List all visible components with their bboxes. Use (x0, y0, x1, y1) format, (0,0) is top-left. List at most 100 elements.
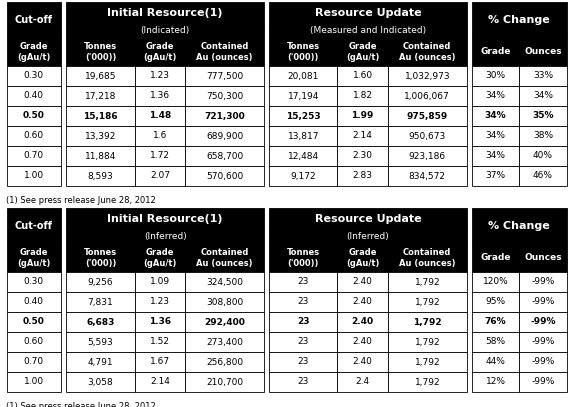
Text: Tonnes
('000)): Tonnes ('000)) (286, 42, 320, 62)
Bar (185, 146, 264, 166)
Text: % Change: % Change (488, 15, 550, 25)
Bar (388, 38, 466, 66)
Text: 658,700: 658,700 (206, 151, 243, 160)
Text: 1.09: 1.09 (150, 278, 170, 287)
Text: 46%: 46% (533, 171, 553, 180)
Text: -99%: -99% (531, 337, 555, 346)
Bar (337, 332, 388, 352)
Text: Tonnes
('000)): Tonnes ('000)) (286, 248, 320, 268)
Bar (519, 292, 567, 312)
Text: Tonnes
('000)): Tonnes ('000)) (84, 42, 117, 62)
Bar (269, 292, 337, 312)
Bar (135, 272, 185, 292)
Bar (519, 146, 567, 166)
Text: Initial Resource(1): Initial Resource(1) (107, 214, 223, 224)
Bar (185, 292, 264, 312)
Text: 0.40: 0.40 (24, 92, 44, 101)
Bar (519, 244, 567, 272)
Text: 1,792: 1,792 (414, 298, 440, 306)
Text: 0.60: 0.60 (23, 337, 44, 346)
Bar (472, 272, 519, 292)
Bar (519, 126, 567, 146)
Text: 256,800: 256,800 (206, 357, 243, 366)
Bar (185, 272, 264, 292)
Bar (66, 352, 135, 372)
Text: Initial Resource(1): Initial Resource(1) (107, 8, 223, 18)
Bar (135, 332, 185, 352)
Bar (519, 372, 567, 392)
Bar (388, 66, 466, 86)
Bar (185, 106, 264, 126)
Text: 4,791: 4,791 (88, 357, 113, 366)
Text: Cut-off: Cut-off (15, 15, 53, 25)
Bar (66, 332, 135, 352)
Text: 2.14: 2.14 (150, 378, 170, 387)
Text: 34%: 34% (485, 131, 505, 140)
Bar (388, 312, 466, 332)
Bar (337, 38, 388, 66)
Bar (135, 106, 185, 126)
Text: Grade
(gAu/t): Grade (gAu/t) (346, 42, 379, 62)
Bar (388, 126, 466, 146)
Bar (185, 38, 264, 66)
Bar (269, 126, 337, 146)
Text: 2.14: 2.14 (353, 131, 372, 140)
Bar (388, 86, 466, 106)
Bar (6, 86, 61, 106)
Text: 76%: 76% (485, 317, 507, 326)
Text: 292,400: 292,400 (204, 317, 245, 326)
Bar (337, 106, 388, 126)
Bar (519, 66, 567, 86)
Text: Grade
(gAu/t): Grade (gAu/t) (143, 248, 176, 268)
Bar (519, 352, 567, 372)
Text: -99%: -99% (531, 278, 555, 287)
Text: 5,593: 5,593 (88, 337, 113, 346)
Bar (269, 66, 337, 86)
Text: 17,194: 17,194 (288, 92, 319, 101)
Text: 15,253: 15,253 (286, 112, 321, 120)
Bar (269, 38, 337, 66)
Bar (472, 352, 519, 372)
Bar (269, 230, 466, 244)
Text: 1,792: 1,792 (414, 357, 440, 366)
Text: Grade: Grade (480, 254, 511, 263)
Bar (337, 272, 388, 292)
Bar (337, 86, 388, 106)
Text: 0.30: 0.30 (23, 72, 44, 81)
Text: 12,484: 12,484 (288, 151, 319, 160)
Bar (135, 126, 185, 146)
Bar (519, 332, 567, 352)
Bar (388, 146, 466, 166)
Bar (66, 230, 264, 244)
Bar (6, 372, 61, 392)
Text: 120%: 120% (482, 278, 508, 287)
Bar (269, 24, 466, 38)
Bar (66, 86, 135, 106)
Bar (6, 312, 61, 332)
Text: Grade
(gAu/t): Grade (gAu/t) (17, 42, 50, 62)
Text: 570,600: 570,600 (206, 171, 243, 180)
Text: 35%: 35% (532, 112, 554, 120)
Text: 1.00: 1.00 (23, 378, 44, 387)
Bar (519, 86, 567, 106)
Text: (Inferred): (Inferred) (347, 232, 389, 241)
Text: Ounces: Ounces (524, 254, 562, 263)
Text: 777,500: 777,500 (206, 72, 243, 81)
Text: 23: 23 (297, 378, 309, 387)
Text: 23: 23 (297, 337, 309, 346)
Text: 9,256: 9,256 (88, 278, 113, 287)
Text: (Inferred): (Inferred) (144, 232, 187, 241)
Text: Resource Update: Resource Update (315, 214, 421, 224)
Bar (6, 272, 61, 292)
Text: 34%: 34% (485, 92, 505, 101)
Bar (6, 208, 61, 244)
Bar (472, 66, 519, 86)
Bar (337, 66, 388, 86)
Text: 12%: 12% (485, 378, 505, 387)
Text: 210,700: 210,700 (206, 378, 243, 387)
Bar (6, 38, 61, 66)
Bar (66, 244, 135, 272)
Bar (519, 166, 567, 186)
Bar (388, 272, 466, 292)
Bar (135, 292, 185, 312)
